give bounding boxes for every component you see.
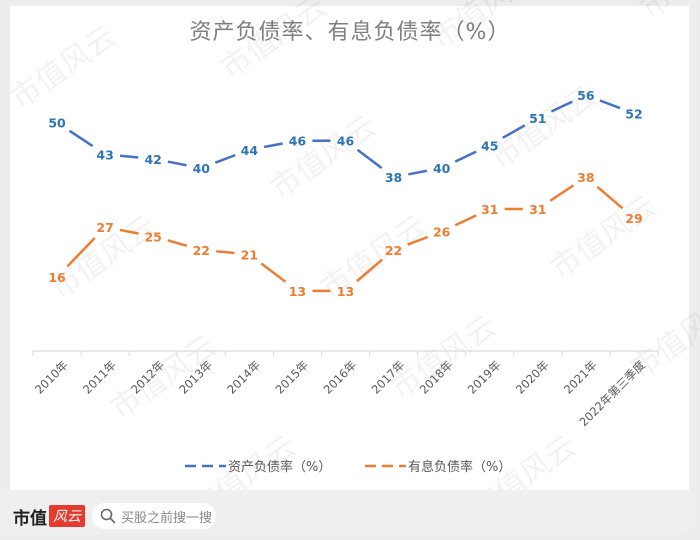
watermark-text: 市值风云: [265, 109, 383, 206]
data-label: 40: [193, 161, 211, 176]
series-segment: [596, 185, 624, 210]
x-axis-ticks: [32, 351, 659, 356]
legend-label-interest-debt-ratio: 有息负债率（%）: [408, 459, 511, 475]
x-axis-label: 2016年: [321, 358, 360, 397]
series-layer: 50 43 42 40 44 46 46 38 40 45 51 56 52 16 27 25 22 21 13 13…: [48, 88, 642, 299]
series-segment: [550, 100, 573, 113]
chart-title: 资产负债率、有息负债率（%）: [189, 20, 511, 45]
watermark-text: 市值风云: [635, 0, 700, 27]
brand-logo[interactable]: 市值 风云: [13, 505, 85, 529]
series-segment: [454, 214, 477, 227]
x-axis-label: 2021年: [561, 358, 600, 397]
data-label: 44: [241, 143, 259, 158]
x-axis-label: 2015年: [272, 358, 311, 397]
data-label: 40: [433, 161, 451, 176]
series-segment: [260, 262, 287, 283]
watermark-text: 市值风云: [385, 309, 503, 406]
series-segment: [407, 235, 429, 246]
series-segment: [167, 160, 187, 167]
x-axis-label: 2014年: [224, 358, 263, 397]
data-label: 25: [144, 229, 161, 244]
data-label: 26: [433, 225, 451, 240]
data-label: 42: [144, 152, 161, 167]
watermark-text: 市值风云: [105, 329, 223, 426]
data-label: 50: [48, 116, 66, 131]
series-asset-liability-ratio: 50 43 42 40 44 46 46 38 40 45 51 56 52: [48, 88, 642, 185]
x-axis-label: 2020年: [513, 358, 552, 397]
series-segment: [356, 258, 383, 283]
logo-badge: 风云: [49, 505, 85, 527]
data-label: 22: [193, 243, 210, 258]
series-segment: [263, 142, 283, 149]
watermark-text: 市值风云: [425, 0, 543, 57]
search-icon: [100, 508, 116, 524]
search-placeholder: 买股之前搜一搜: [121, 510, 213, 526]
data-label: 13: [337, 284, 354, 299]
series-segment: [408, 169, 428, 176]
x-axis-label: 2019年: [465, 358, 504, 397]
data-label: 38: [577, 170, 594, 185]
series-segment: [68, 129, 94, 148]
series-segment: [167, 239, 188, 248]
chart-card: [10, 6, 689, 490]
data-label: 56: [577, 88, 595, 103]
series-segment: [216, 250, 235, 255]
series-segment: [502, 124, 526, 139]
series-segment: [356, 148, 383, 170]
series-segment: [549, 184, 575, 202]
series-segment: [119, 154, 139, 159]
watermark-text: 市值风云: [545, 189, 663, 286]
data-label: 46: [289, 134, 307, 149]
search-box[interactable]: 买股之前搜一搜: [92, 503, 216, 529]
watermark-text: 市值风云: [315, 209, 433, 306]
data-label: 31: [481, 202, 498, 217]
watermark-text: 市值风云: [5, 19, 123, 116]
data-label: 29: [625, 211, 642, 226]
data-label: 38: [385, 170, 402, 185]
legend: 资产负债率（%） 有息负债率（%）: [185, 459, 511, 475]
data-label: 45: [481, 138, 498, 153]
series-segment: [66, 237, 96, 268]
data-label: 21: [241, 247, 258, 262]
data-label: 31: [529, 202, 546, 217]
legend-label-asset-ratio: 资产负债率（%）: [228, 459, 331, 475]
data-label: 22: [385, 243, 402, 258]
watermark-text: 市值风云: [215, 0, 333, 87]
data-label: 51: [529, 111, 546, 126]
data-label: 13: [289, 284, 306, 299]
logo-text: 市值: [13, 508, 47, 529]
series-segment: [119, 228, 139, 235]
series-interest-bearing-debt-ratio: 16 27 25 22 21 13 13 22 26 31 31 38 29: [48, 170, 642, 299]
data-label: 27: [96, 220, 113, 235]
data-label: 46: [337, 134, 355, 149]
data-label: 52: [625, 106, 642, 121]
series-segment: [599, 99, 621, 110]
data-label: 43: [96, 147, 113, 162]
data-label: 16: [48, 270, 66, 285]
series-segment: [454, 150, 477, 163]
series-segment: [214, 153, 236, 164]
x-axis-label: 2010年: [32, 358, 71, 397]
